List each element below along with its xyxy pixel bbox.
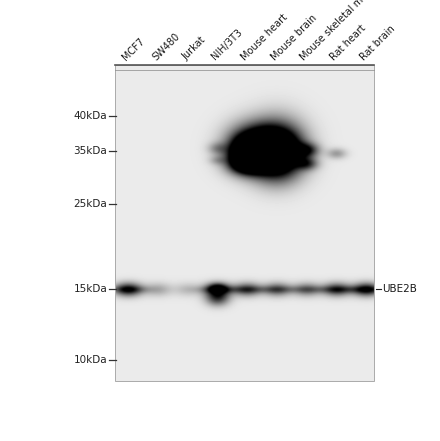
Text: 10kDa: 10kDa: [73, 355, 107, 365]
Text: 25kDa: 25kDa: [73, 199, 107, 209]
Text: Mouse brain: Mouse brain: [269, 12, 319, 62]
Text: Mouse heart: Mouse heart: [239, 12, 290, 62]
Bar: [115, 65, 374, 381]
Text: SW480: SW480: [150, 31, 181, 62]
Text: 15kDa: 15kDa: [73, 284, 107, 294]
Text: Mouse skeletal muscle: Mouse skeletal muscle: [299, 0, 384, 62]
Text: NIH/3T3: NIH/3T3: [210, 27, 244, 62]
Text: UBE2B: UBE2B: [382, 284, 417, 294]
Text: Rat heart: Rat heart: [329, 22, 368, 62]
Text: Rat brain: Rat brain: [358, 23, 397, 62]
Text: 40kDa: 40kDa: [73, 111, 107, 121]
Text: 35kDa: 35kDa: [73, 146, 107, 157]
Text: MCF7: MCF7: [121, 36, 147, 62]
Text: Jurkat: Jurkat: [180, 35, 207, 62]
